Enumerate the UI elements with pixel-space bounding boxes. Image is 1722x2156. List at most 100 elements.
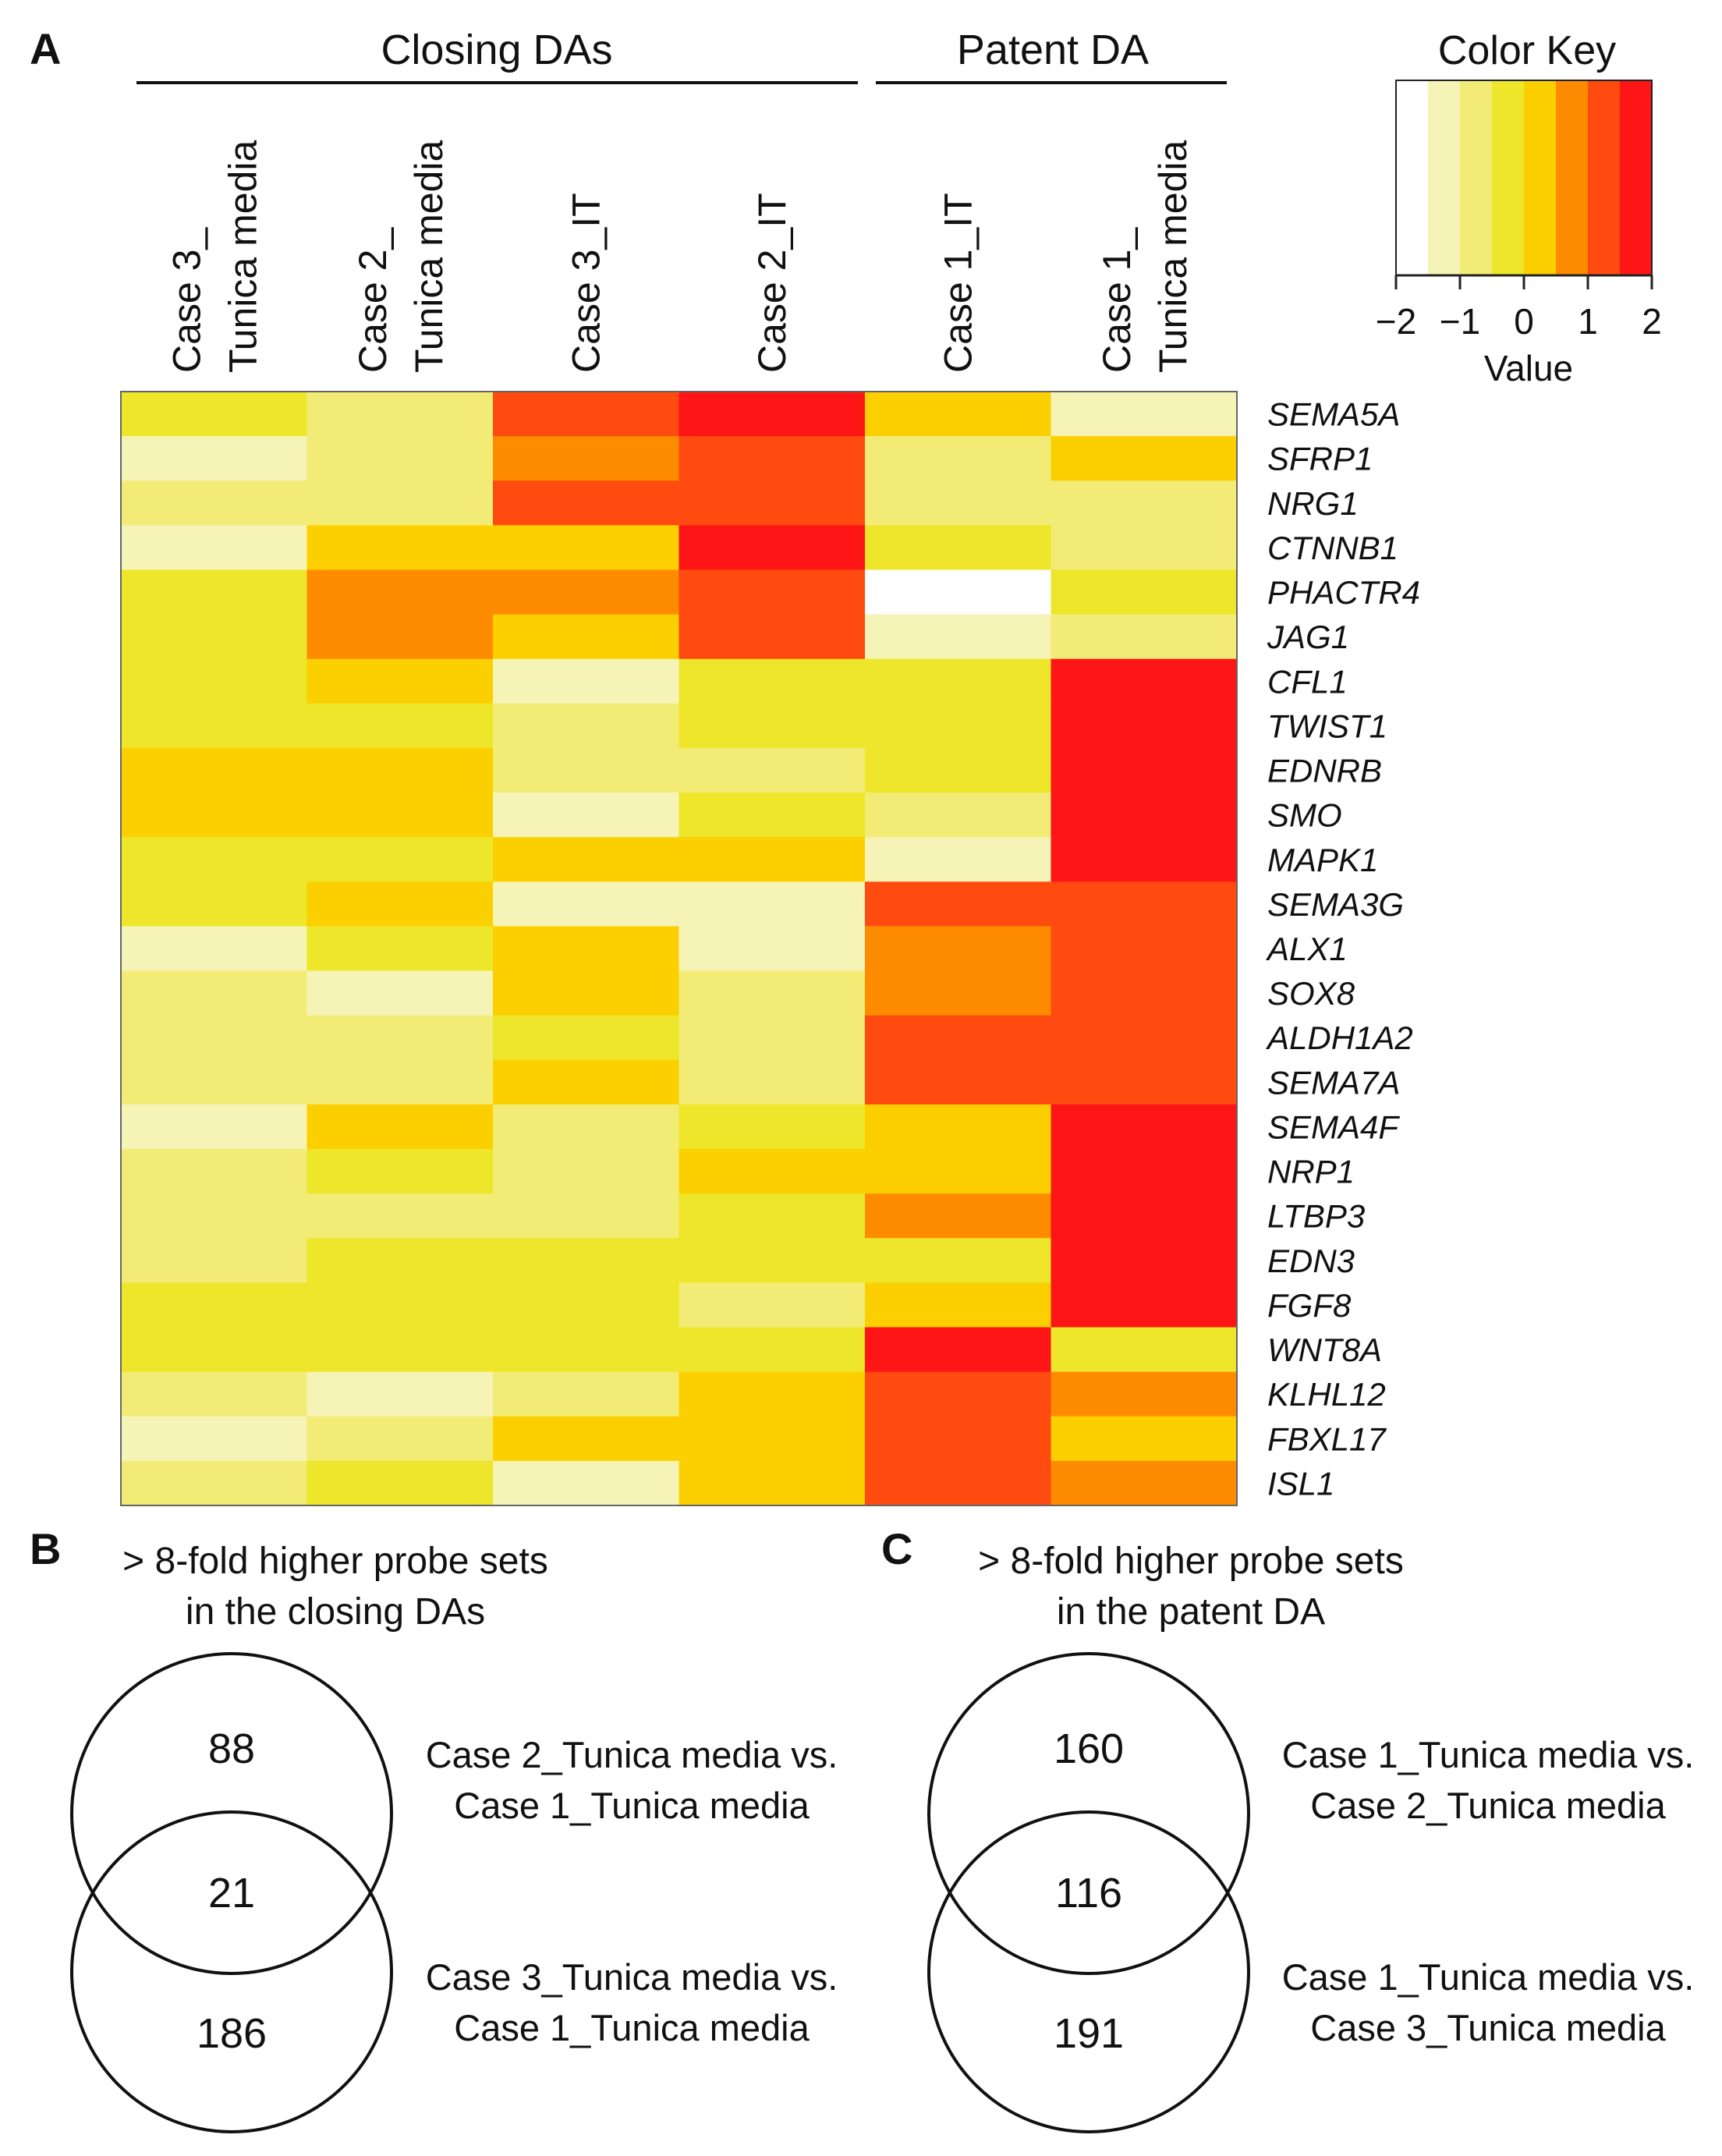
color-key-band-4 xyxy=(1492,80,1525,275)
heatmap-cell-fgf8-col1 xyxy=(121,1282,307,1328)
heatmap-cell-sema7a-col6 xyxy=(1051,1060,1238,1105)
venn-b-top-count: 88 xyxy=(208,1725,255,1772)
column-label-3-line1: Case 3_IT xyxy=(564,193,608,373)
heatmap-cell-nrp1-col2 xyxy=(307,1149,494,1194)
heatmap-cell-aldh1a2-col4 xyxy=(679,1016,866,1061)
heatmap-cell-twist1-col2 xyxy=(307,704,494,749)
group-label-patent: Patent DA xyxy=(957,27,1149,73)
heatmap-cell-sema5a-col4 xyxy=(679,392,866,437)
heatmap-cell-ltbp3-col1 xyxy=(121,1193,307,1239)
heatmap-cell-phactr4-col5 xyxy=(865,569,1051,615)
venn-b-bottom-label-1: Case 3_Tunica media vs. xyxy=(426,1956,838,1998)
figure-svg: A Closing DAs Patent DA Case 3_ Tunica me… xyxy=(0,0,1722,2156)
heatmap-cell-cfl1-col4 xyxy=(679,659,866,704)
heatmap-cell-edn3-col2 xyxy=(307,1238,494,1283)
heatmap-cell-nrg1-col3 xyxy=(493,480,679,526)
heatmap-cell-sema4f-col4 xyxy=(679,1105,866,1150)
heatmap-cell-alx1-col1 xyxy=(121,926,307,971)
heatmap-cell-aldh1a2-col1 xyxy=(121,1016,307,1061)
row-label-ltbp3: LTBP3 xyxy=(1267,1198,1365,1235)
column-labels: Case 3_ Tunica media Case 2_ Tunica media Ca… xyxy=(165,140,1195,373)
heatmap-cell-ctnnb1-col4 xyxy=(679,525,866,570)
heatmap-cell-wnt8a-col2 xyxy=(307,1328,494,1373)
row-label-alx1: ALX1 xyxy=(1265,931,1348,967)
row-label-sema3g: SEMA3G xyxy=(1267,886,1404,923)
heatmap-cell-ltbp3-col3 xyxy=(493,1193,679,1239)
heatmap-cell-isl1-col5 xyxy=(865,1461,1051,1506)
row-label-sema4f: SEMA4F xyxy=(1267,1109,1400,1146)
heatmap-cell-phactr4-col1 xyxy=(121,569,307,615)
row-label-smo: SMO xyxy=(1267,797,1342,834)
color-key-axis-label: Value xyxy=(1484,348,1573,388)
row-label-edn3: EDN3 xyxy=(1267,1243,1355,1279)
heatmap-cell-ednrb-col1 xyxy=(121,748,307,793)
heatmap-cell-jag1-col6 xyxy=(1051,615,1238,660)
heatmap-cell-smo-col5 xyxy=(865,793,1051,838)
heatmap-cell-sema5a-col2 xyxy=(307,392,494,437)
heatmap-cell-ctnnb1-col1 xyxy=(121,525,307,570)
color-key-band-8 xyxy=(1620,80,1653,275)
heatmap-cell-sfrp1-col2 xyxy=(307,436,494,481)
heatmap-cell-fbxl17-col6 xyxy=(1051,1417,1238,1462)
venn-c-top-count: 160 xyxy=(1054,1725,1124,1772)
column-label-4-line1: Case 2_IT xyxy=(750,193,794,373)
heatmap-cell-smo-col3 xyxy=(493,793,679,838)
column-label-1-line1: Case 3_ xyxy=(165,227,208,373)
heatmap-cell-phactr4-col6 xyxy=(1051,569,1238,615)
heatmap-cell-ctnnb1-col6 xyxy=(1051,525,1238,570)
heatmap-cell-sema7a-col5 xyxy=(865,1060,1051,1105)
row-label-sema7a: SEMA7A xyxy=(1267,1064,1400,1101)
row-label-sema5a: SEMA5A xyxy=(1267,396,1400,433)
heatmap-cell-sfrp1-col1 xyxy=(121,436,307,481)
row-label-ctnnb1: CTNNB1 xyxy=(1267,530,1398,566)
heatmap-cell-sema3g-col4 xyxy=(679,881,866,927)
color-key-tick-label-4: 1 xyxy=(1578,301,1598,342)
heatmap-cell-mapk1-col6 xyxy=(1051,837,1238,882)
heatmap-cell-smo-col6 xyxy=(1051,793,1238,838)
heatmap-cell-ltbp3-col4 xyxy=(679,1193,866,1239)
heatmap-cell-twist1-col1 xyxy=(121,704,307,749)
row-label-aldh1a2: ALDH1A2 xyxy=(1265,1019,1413,1056)
heatmap-cell-sox8-col4 xyxy=(679,971,866,1016)
row-label-isl1: ISL1 xyxy=(1267,1465,1334,1502)
row-label-sfrp1: SFRP1 xyxy=(1267,441,1373,477)
heatmap-cell-jag1-col3 xyxy=(493,615,679,660)
heatmap-cell-ctnnb1-col5 xyxy=(865,525,1051,570)
heatmap-cell-sema7a-col1 xyxy=(121,1060,307,1105)
heatmap-cell-cfl1-col5 xyxy=(865,659,1051,704)
heatmap-cell-wnt8a-col1 xyxy=(121,1328,307,1373)
heatmap-cell-isl1-col6 xyxy=(1051,1461,1238,1506)
heatmap-cell-sfrp1-col4 xyxy=(679,436,866,481)
heatmap-cell-wnt8a-col3 xyxy=(493,1328,679,1373)
heatmap-cell-twist1-col6 xyxy=(1051,704,1238,749)
color-key-band-3 xyxy=(1460,80,1493,275)
heatmap-cell-sema5a-col5 xyxy=(865,392,1051,437)
heatmap-cell-sema7a-col2 xyxy=(307,1060,494,1105)
venn-c-top-label-1: Case 1_Tunica media vs. xyxy=(1282,1734,1695,1775)
heatmap-cell-ednrb-col2 xyxy=(307,748,494,793)
heatmap-cell-aldh1a2-col5 xyxy=(865,1016,1051,1061)
heatmap-cell-phactr4-col4 xyxy=(679,569,866,615)
heatmap-cell-ctnnb1-col3 xyxy=(493,525,679,570)
heatmap-cell-ednrb-col3 xyxy=(493,748,679,793)
heatmap-cell-wnt8a-col4 xyxy=(679,1328,866,1373)
heatmap-cell-cfl1-col2 xyxy=(307,659,494,704)
heatmap-cell-ednrb-col4 xyxy=(679,748,866,793)
heatmap-cell-nrp1-col3 xyxy=(493,1149,679,1194)
heatmap-cell-sema7a-col3 xyxy=(493,1060,679,1105)
heatmap-cell-ednrb-col5 xyxy=(865,748,1051,793)
venn-b-bottom-count: 186 xyxy=(197,2010,267,2057)
heatmap-cell-nrp1-col4 xyxy=(679,1149,866,1194)
color-key-tick-label-1: −2 xyxy=(1376,301,1416,342)
heatmap-cell-smo-col1 xyxy=(121,793,307,838)
heatmap-cell-isl1-col1 xyxy=(121,1461,307,1506)
heatmap-cell-smo-col4 xyxy=(679,793,866,838)
heatmap-cell-mapk1-col1 xyxy=(121,837,307,882)
heatmap-cell-aldh1a2-col2 xyxy=(307,1016,494,1061)
panel-a-label: A xyxy=(30,24,61,73)
heatmap-cell-aldh1a2-col3 xyxy=(493,1016,679,1061)
heatmap-cell-cfl1-col6 xyxy=(1051,659,1238,704)
venn-b-overlap-count: 21 xyxy=(208,1870,255,1917)
heatmap-cell-fgf8-col3 xyxy=(493,1282,679,1328)
heatmap-cell-sema3g-col2 xyxy=(307,881,494,927)
